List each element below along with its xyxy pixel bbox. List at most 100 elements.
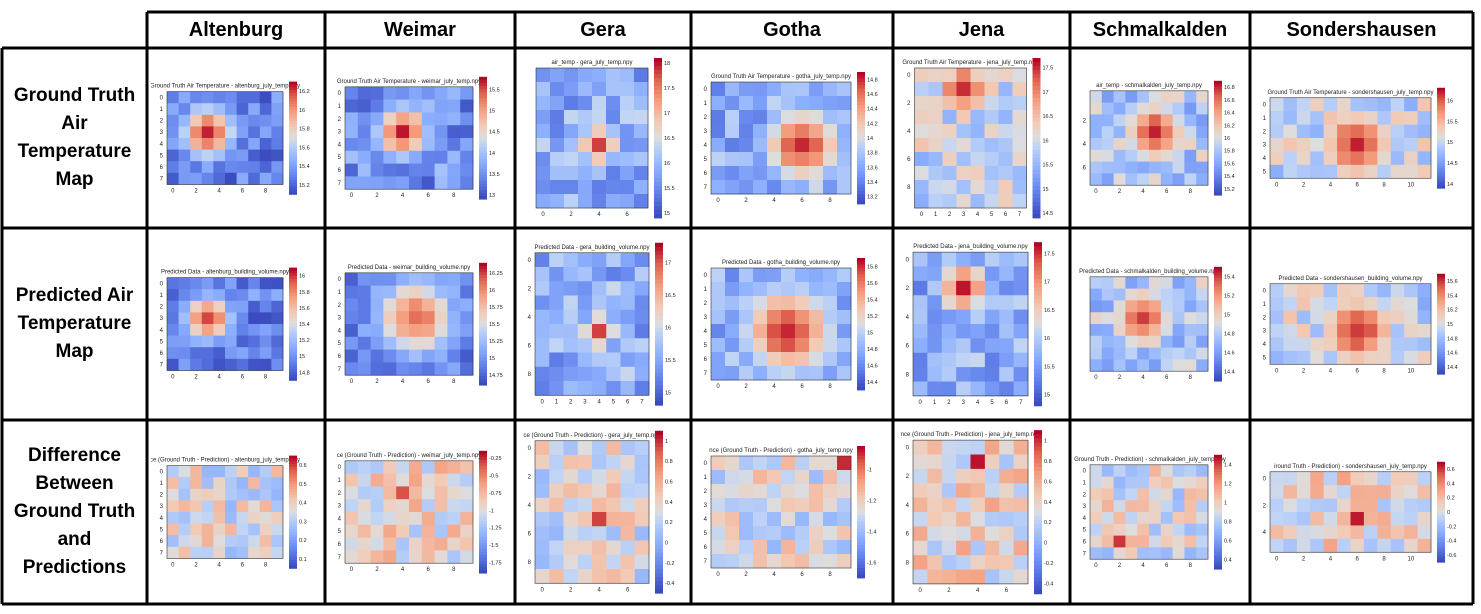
- colorbar-segment: [857, 184, 865, 188]
- heatmap-cell: [460, 311, 474, 325]
- colorbar-segment: [1437, 122, 1445, 126]
- colorbar-segment: [1437, 100, 1445, 104]
- heatmap-cell: [225, 488, 237, 501]
- heatmap-cell: [1160, 161, 1173, 174]
- heatmap-cell: [956, 68, 971, 83]
- colorbar-segment: [655, 560, 663, 566]
- heatmap-cell: [620, 526, 636, 541]
- colorbar-segment: [1214, 366, 1222, 371]
- colorbar-segment: [857, 521, 865, 526]
- colorbar-segment: [654, 110, 662, 115]
- heatmap-cell: [1113, 288, 1126, 301]
- heatmap-cell: [1377, 485, 1392, 499]
- heatmap-cell: [795, 456, 810, 471]
- heatmap-cell: [1172, 102, 1185, 115]
- heatmap-cell: [259, 289, 272, 302]
- heatmap-cell: [1417, 151, 1432, 166]
- heatmap-cell: [421, 473, 435, 487]
- heatmap-cell: [271, 161, 284, 174]
- heatmap-cell: [549, 366, 564, 382]
- heatmap-cell: [447, 324, 461, 338]
- x-tick-label: 0: [171, 562, 175, 568]
- colorbar-segment: [1214, 494, 1222, 499]
- colorbar-segment: [655, 397, 663, 402]
- heatmap-cell: [370, 512, 384, 526]
- colorbar-segment: [1034, 287, 1042, 292]
- colorbar-segment: [1034, 377, 1042, 382]
- y-tick-label: 6: [338, 354, 342, 360]
- heatmap-cell: [1113, 500, 1126, 513]
- colorbar-segment: [289, 309, 297, 314]
- heatmap-cell: [550, 152, 565, 167]
- colorbar-segment: [289, 101, 297, 105]
- heatmap-cell: [928, 96, 943, 111]
- colorbar-tick-label: 0: [665, 540, 668, 546]
- heatmap-cell: [634, 281, 650, 296]
- heatmap-cell: [190, 91, 203, 104]
- heatmap-cell: [956, 252, 971, 267]
- colorbar-segment: [655, 336, 663, 341]
- y-tick-label: 0: [906, 257, 910, 263]
- heatmap-cell: [1270, 538, 1284, 553]
- heatmap-cell: [1125, 114, 1138, 127]
- heatmap-cell: [1090, 114, 1103, 127]
- heatmap-cell: [1417, 512, 1432, 526]
- heatmap-cell: [1013, 381, 1029, 397]
- y-tick-label: 2: [1263, 503, 1267, 509]
- colorbar-segment: [479, 159, 487, 163]
- x-tick-label: 0: [171, 188, 175, 194]
- colorbar-segment: [1214, 543, 1222, 547]
- heatmap-cell: [711, 282, 726, 297]
- colorbar-segment: [1214, 318, 1222, 322]
- heatmap-cell: [447, 272, 461, 286]
- heatmap-cell: [753, 498, 768, 513]
- colorbar-tick-label: 15.75: [489, 305, 503, 311]
- colorbar-tick-label: 17: [1043, 90, 1049, 96]
- colorbar-segment: [1437, 132, 1445, 136]
- y-tick-label: 6: [338, 542, 342, 548]
- heatmap-cell: [370, 473, 384, 487]
- heatmap-cell: [357, 537, 371, 551]
- colorbar-segment: [857, 124, 865, 129]
- heatmap-cell: [914, 82, 929, 97]
- colorbar-segment: [655, 360, 663, 366]
- heatmap-cell: [1137, 335, 1150, 348]
- colorbar-segment: [479, 351, 487, 355]
- heatmap-cell: [927, 367, 943, 382]
- heatmap-cell: [1323, 512, 1338, 526]
- heatmap-cell: [345, 537, 359, 551]
- colorbar-tick-label: 14.8: [1224, 332, 1235, 338]
- heatmap-cell: [739, 366, 754, 381]
- colorbar-segment: [1437, 273, 1445, 277]
- colorbar-tick-label: 15.5: [665, 358, 676, 364]
- heatmap-cell: [739, 310, 754, 325]
- heatmap-cell: [460, 150, 474, 164]
- heatmap-cell: [1196, 126, 1209, 139]
- colorbar-segment: [289, 191, 297, 195]
- heatmap-cell: [357, 272, 371, 286]
- y-tick-label: 0: [528, 258, 532, 264]
- colorbar-tick-label: 16.5: [664, 136, 675, 142]
- colorbar-tick-label: 15: [1043, 187, 1049, 193]
- colorbar-tick-label: -0.2: [1044, 561, 1053, 567]
- colorbar-segment: [479, 278, 487, 282]
- heatmap-cell: [213, 465, 226, 478]
- heatmap-cell: [248, 277, 261, 290]
- heatmap-svg: Ground Truth Air Temperature - gotha_jul…: [704, 72, 878, 205]
- heatmap-cell: [913, 280, 928, 296]
- colorbar-segment: [1034, 295, 1042, 300]
- heatmap-cell: [941, 367, 957, 382]
- heatmap-cell: [213, 149, 226, 162]
- heatmap-cell: [998, 124, 1013, 139]
- heatmap-cell: [634, 469, 650, 484]
- heatmap-cell: [1172, 126, 1185, 139]
- heatmap-cell: [549, 554, 564, 570]
- heatmap-cell: [396, 324, 410, 338]
- x-tick-label: 10: [1408, 368, 1415, 374]
- heatmap-cell: [941, 569, 957, 585]
- y-tick-label: 4: [160, 516, 164, 522]
- heatmap-cell: [1196, 464, 1209, 477]
- colorbar-segment: [1437, 524, 1445, 528]
- heatmap-cell: [1125, 276, 1138, 289]
- heatmap-cell: [941, 338, 957, 354]
